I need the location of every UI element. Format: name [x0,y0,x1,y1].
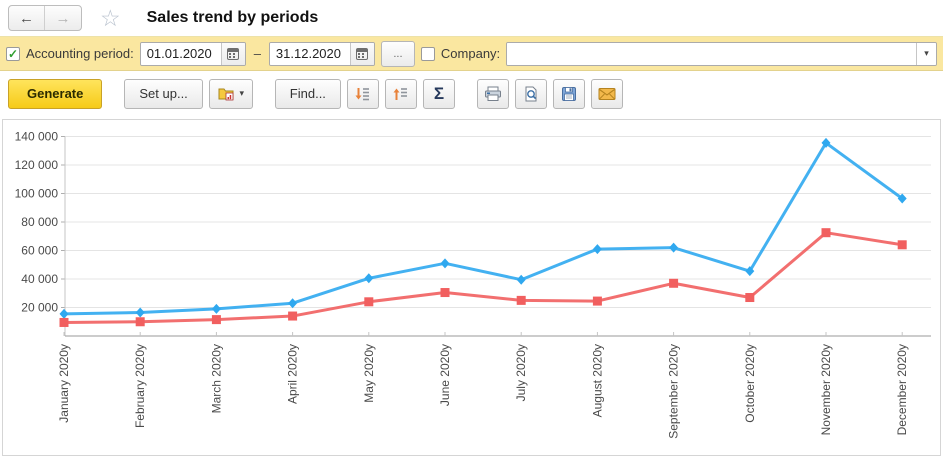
svg-text:September 2020y: September 2020y [667,344,681,439]
save-floppy-icon [561,86,576,101]
svg-text:March 2020y: March 2020y [209,344,223,413]
sum-button[interactable]: Σ [422,78,455,109]
generate-button[interactable]: Generate [8,78,103,109]
svg-text:20 000: 20 000 [21,301,58,315]
svg-text:120 000: 120 000 [15,158,59,172]
svg-text:100 000: 100 000 [15,187,59,201]
svg-text:January 2020y: January 2020y [57,344,71,423]
svg-text:February 2020y: February 2020y [133,344,147,428]
company-checkbox[interactable] [420,46,435,61]
report-variants-icon [218,88,234,101]
page-title: Sales trend by periods [146,9,319,26]
svg-text:140 000: 140 000 [15,130,59,144]
send-email-button[interactable] [590,78,623,109]
date-from-calendar-button[interactable] [220,42,245,65]
email-envelope-icon [598,87,616,100]
svg-text:July 2020y: July 2020y [514,344,528,401]
favorite-star-icon[interactable]: ☆ [100,4,121,31]
nav-history-group: ← → [8,5,82,31]
chart-panel: 20 000 40 000 60 000 80 000 100 000 120 000 14… [2,119,941,456]
sigma-icon: Σ [433,83,445,103]
sort-ascending-button[interactable] [384,78,417,109]
date-range-dash: – [253,46,261,61]
print-preview-icon [525,86,537,101]
svg-text:80 000: 80 000 [21,215,58,229]
svg-text:August 2020y: August 2020y [590,344,604,417]
company-field-group: ▾ [506,41,937,66]
svg-text:40 000: 40 000 [21,272,58,286]
date-to-group [268,41,375,66]
report-variants-button[interactable]: ▾ [208,78,253,109]
filter-bar: ✓ Accounting period: – ... Company: ▾ [0,37,943,71]
print-button[interactable] [476,78,509,109]
calendar-icon [356,47,369,60]
date-from-input[interactable] [140,42,221,65]
svg-text:October 2020y: October 2020y [743,344,757,423]
calendar-icon [227,47,240,60]
date-to-calendar-button[interactable] [349,42,374,65]
svg-text:May 2020y: May 2020y [362,344,376,403]
printer-icon [484,86,501,101]
date-from-group [139,41,246,66]
company-label: Company: [440,46,501,61]
title-bar: ← → ☆ Sales trend by periods [0,0,943,37]
svg-text:November 2020y: November 2020y [819,344,833,435]
svg-text:June 2020y: June 2020y [438,344,452,406]
forward-button[interactable]: → [55,9,71,27]
setup-button[interactable]: Set up... [124,78,203,109]
back-button[interactable]: ← [9,6,45,30]
sort-descending-button[interactable] [346,78,379,109]
find-button[interactable]: Find... [274,78,341,109]
svg-text:60 000: 60 000 [21,244,58,258]
period-more-button[interactable]: ... [380,40,415,67]
report-toolbar: Generate Set up... ▾ Find... [0,71,943,116]
accounting-period-label: Accounting period: [26,46,134,61]
sales-trend-line-chart: 20 000 40 000 60 000 80 000 100 000 120 000 14… [15,130,931,439]
company-dropdown-button[interactable]: ▾ [916,42,936,65]
print-preview-button[interactable] [514,78,547,109]
accounting-period-checkbox[interactable]: ✓ [6,46,20,61]
svg-text:December 2020y: December 2020y [895,344,909,435]
svg-text:April 2020y: April 2020y [286,344,300,404]
chevron-down-icon: ▾ [239,88,245,98]
company-input[interactable] [507,42,916,65]
save-button[interactable] [552,78,585,109]
date-to-input[interactable] [269,42,350,65]
sort-descending-icon [355,87,370,100]
sort-ascending-icon [393,87,408,100]
